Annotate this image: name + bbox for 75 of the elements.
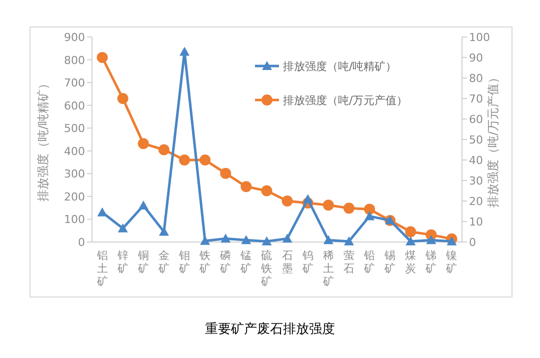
y2-tick-label: 60 bbox=[469, 113, 483, 126]
x-tick-label: 钼矿 bbox=[178, 249, 190, 275]
point bbox=[406, 236, 416, 246]
point bbox=[426, 235, 436, 244]
point bbox=[364, 211, 374, 220]
point bbox=[118, 223, 128, 232]
y-tick-label: 900 bbox=[64, 31, 85, 44]
point bbox=[323, 235, 334, 244]
point bbox=[364, 204, 375, 215]
x-tick-label: 锡矿 bbox=[384, 249, 396, 275]
point bbox=[343, 202, 354, 214]
x-tick-label: 镍矿 bbox=[445, 249, 458, 275]
x-tick-label: 锑矿 bbox=[424, 249, 437, 275]
point bbox=[97, 207, 108, 216]
text: 重要矿产废石排放强度 bbox=[205, 321, 335, 337]
y2-tick-label: 80 bbox=[469, 72, 483, 85]
y-tick-label: 600 bbox=[64, 99, 85, 112]
x-tick-label: 磷矿 bbox=[219, 249, 232, 275]
y-tick-label: 800 bbox=[64, 54, 85, 67]
y-tick-label: 100 bbox=[64, 213, 85, 226]
y2-tick-label: 70 bbox=[469, 92, 483, 106]
legend-label: 排放强度（吨/万元产值） bbox=[283, 94, 408, 107]
point bbox=[179, 154, 190, 166]
point bbox=[446, 236, 457, 246]
y2-tick-label: 100 bbox=[469, 31, 490, 44]
y-tick-label: 500 bbox=[64, 122, 85, 136]
point bbox=[405, 226, 416, 238]
y2-tick-label: 40 bbox=[469, 154, 483, 167]
x-tick-label: 稀土矿 bbox=[322, 249, 334, 288]
y-axis-title: 排放强度（吨/吨精矿） bbox=[36, 77, 50, 202]
x-tick-label: 锌矿 bbox=[116, 249, 128, 275]
point bbox=[220, 168, 232, 179]
point bbox=[261, 185, 272, 196]
point bbox=[96, 52, 108, 63]
y-tick-label: 700 bbox=[64, 76, 85, 90]
point bbox=[220, 234, 231, 243]
x-tick-label: 萤石 bbox=[343, 249, 354, 275]
point bbox=[200, 154, 211, 166]
point bbox=[322, 200, 334, 211]
y-tick-label: 200 bbox=[64, 190, 85, 204]
x-tick-label: 铜矿 bbox=[136, 249, 149, 275]
point bbox=[282, 196, 293, 206]
x-tick-label: 煤炭 bbox=[405, 249, 416, 275]
point bbox=[138, 200, 148, 210]
y2-axis-title: 排放强度（吨/万元产值） bbox=[486, 71, 500, 208]
point bbox=[282, 234, 292, 243]
x-tick-label: 铅矿 bbox=[363, 249, 375, 275]
point bbox=[302, 194, 313, 204]
point bbox=[241, 235, 252, 244]
y2-tick-label: 90 bbox=[469, 52, 483, 64]
x-tick-label: 金矿 bbox=[157, 249, 170, 275]
y-tick-label: 300 bbox=[64, 168, 85, 181]
y-tick-label: 0 bbox=[78, 236, 85, 249]
y2-tick-label: 0 bbox=[469, 236, 476, 249]
point bbox=[158, 144, 170, 156]
x-tick-label: 石墨 bbox=[282, 249, 293, 275]
x-tick-label: 锰矿 bbox=[240, 249, 252, 275]
y2-tick-label: 20 bbox=[469, 195, 483, 208]
legend-label: 排放强度（吨/吨精矿） bbox=[283, 60, 397, 73]
point bbox=[117, 93, 128, 104]
point bbox=[200, 236, 210, 245]
point bbox=[180, 46, 190, 56]
point bbox=[158, 226, 169, 236]
y2-tick-label: 30 bbox=[469, 174, 483, 188]
y-tick-label: 400 bbox=[64, 144, 85, 158]
x-tick-label: 钨矿 bbox=[301, 249, 314, 275]
y2-tick-label: 10 bbox=[469, 216, 483, 228]
y2-tick-label: 50 bbox=[469, 134, 483, 146]
x-tick-label: 铁矿 bbox=[198, 249, 211, 275]
point bbox=[240, 181, 252, 192]
point bbox=[138, 138, 149, 150]
point bbox=[344, 236, 354, 246]
x-tick-label: 硫铁矿 bbox=[260, 249, 272, 288]
point bbox=[262, 236, 272, 246]
x-tick-label: 铝土矿 bbox=[96, 249, 108, 288]
